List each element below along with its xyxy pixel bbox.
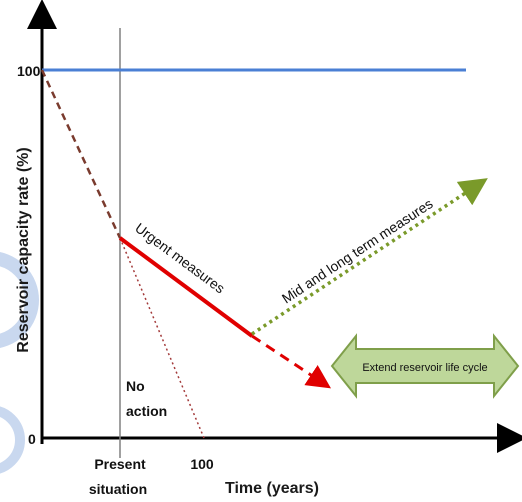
historical-decline-line <box>40 69 122 239</box>
no-action-line <box>119 237 205 439</box>
mid-long-term-arrow <box>251 178 488 336</box>
x-tick-100: 100 <box>190 456 214 472</box>
urgent-measures-line <box>118 236 254 338</box>
extend-life-cycle-arrow <box>330 333 520 399</box>
x-axis-title: Time (years) <box>225 480 319 497</box>
no-action-label-line1: No <box>126 378 145 394</box>
y-tick-0: 0 <box>28 431 36 447</box>
mid-long-term-label: Mid and long term measures <box>279 195 436 306</box>
y-axis-title: Reservoir capacity rate (%) <box>15 147 32 352</box>
watermark-shape <box>0 406 25 474</box>
y-tick-100: 100 <box>17 63 41 79</box>
no-action-label-line2: action <box>126 403 167 419</box>
watermark-shape <box>0 252 39 348</box>
x-tick-present-line1: Present <box>94 456 146 472</box>
x-tick-present-line2: situation <box>89 481 147 497</box>
arrow-label: Extend reservoir life cycle <box>362 362 487 374</box>
continuation-arrow <box>251 334 332 389</box>
